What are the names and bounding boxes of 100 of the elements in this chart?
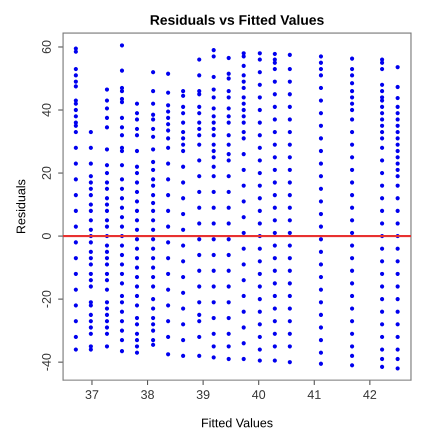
- point: [197, 334, 202, 340]
- point: [272, 230, 277, 236]
- point: [88, 303, 93, 308]
- point: [134, 117, 140, 122]
- point: [380, 356, 384, 362]
- point: [396, 221, 400, 226]
- point: [288, 268, 292, 273]
- point: [104, 262, 110, 267]
- point: [197, 174, 202, 178]
- point: [151, 102, 156, 106]
- point: [272, 294, 277, 298]
- point: [166, 288, 170, 292]
- point: [181, 322, 186, 326]
- point: [380, 170, 384, 176]
- point: [380, 322, 384, 326]
- point: [88, 180, 93, 185]
- point: [288, 294, 292, 298]
- point: [197, 284, 202, 289]
- point: [181, 306, 186, 311]
- point: [104, 147, 110, 152]
- point: [380, 259, 384, 264]
- point: [212, 164, 216, 169]
- point: [197, 206, 202, 210]
- point: [226, 158, 231, 163]
- point: [197, 268, 202, 273]
- point: [88, 208, 93, 213]
- point: [88, 256, 93, 260]
- point: [212, 126, 216, 132]
- point: [242, 80, 246, 84]
- point: [258, 297, 262, 302]
- point: [104, 106, 110, 111]
- point: [258, 334, 262, 340]
- point: [318, 136, 324, 140]
- point: [396, 284, 400, 289]
- point: [350, 268, 354, 273]
- point: [88, 240, 93, 244]
- point: [104, 256, 110, 260]
- point: [226, 190, 231, 194]
- point: [166, 72, 170, 76]
- point: [272, 66, 277, 72]
- point: [134, 111, 140, 116]
- point: [350, 73, 354, 78]
- point: [88, 319, 93, 324]
- point: [396, 111, 400, 116]
- point: [380, 334, 384, 340]
- point: [88, 193, 93, 198]
- point: [242, 278, 246, 282]
- point: [181, 212, 186, 216]
- point: [380, 130, 384, 134]
- point: [288, 360, 292, 364]
- point: [212, 54, 216, 59]
- point: [288, 142, 292, 147]
- point: [166, 334, 170, 340]
- point: [74, 208, 78, 213]
- point: [212, 120, 216, 125]
- point: [242, 152, 246, 156]
- point: [350, 155, 354, 160]
- point: [120, 338, 124, 342]
- point: [288, 104, 292, 109]
- point: [74, 256, 78, 260]
- point: [134, 208, 140, 213]
- point: [380, 347, 384, 352]
- point: [226, 316, 231, 320]
- point: [166, 193, 170, 198]
- point: [134, 294, 140, 298]
- point: [396, 196, 400, 200]
- point: [272, 60, 277, 65]
- point: [197, 111, 202, 116]
- point: [380, 117, 384, 122]
- y-tick-label: 0: [42, 233, 51, 240]
- point: [288, 319, 292, 324]
- point: [74, 193, 78, 198]
- point: [134, 350, 140, 355]
- point: [197, 142, 202, 147]
- point: [350, 180, 354, 185]
- point: [212, 48, 216, 52]
- point: [318, 224, 324, 229]
- point: [197, 92, 202, 96]
- point: [120, 89, 124, 94]
- point: [104, 250, 110, 254]
- point: [318, 338, 324, 342]
- point: [258, 322, 262, 326]
- point: [242, 120, 246, 125]
- point: [212, 87, 216, 92]
- point: [258, 120, 262, 125]
- point: [272, 142, 277, 147]
- point: [88, 130, 93, 134]
- point: [134, 266, 140, 270]
- point: [151, 266, 156, 270]
- point: [318, 73, 324, 78]
- point: [181, 111, 186, 116]
- point: [212, 95, 216, 100]
- point: [74, 102, 78, 106]
- point: [380, 111, 384, 116]
- point: [151, 246, 156, 251]
- point: [212, 344, 216, 348]
- point: [104, 218, 110, 222]
- point: [104, 332, 110, 336]
- point: [104, 87, 110, 92]
- point: [272, 168, 277, 172]
